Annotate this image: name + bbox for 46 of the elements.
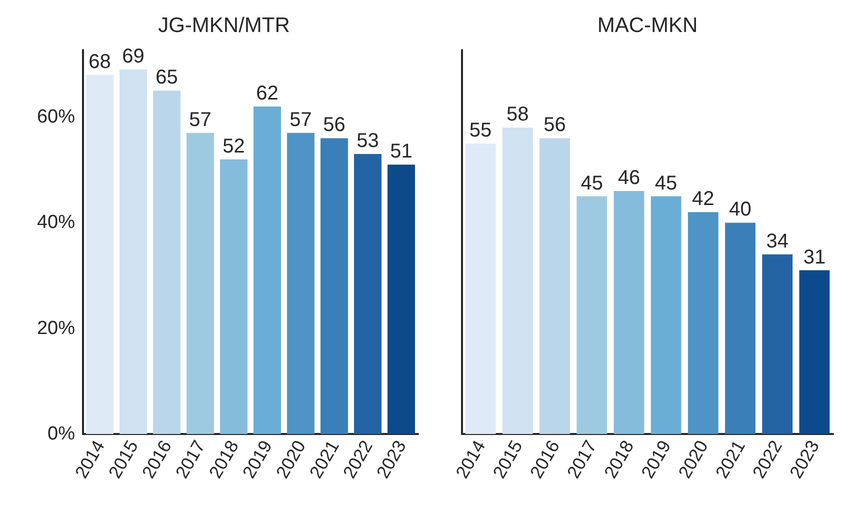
y-tick-label: 0% <box>48 424 76 444</box>
data-label: 65 <box>156 66 178 89</box>
bar <box>614 191 644 434</box>
bar <box>762 254 793 434</box>
data-label: 45 <box>580 172 603 194</box>
data-label: 31 <box>803 246 826 268</box>
data-label: 56 <box>323 114 346 136</box>
data-label: 56 <box>544 114 566 136</box>
bar <box>354 154 382 434</box>
data-label: 68 <box>88 50 111 73</box>
data-label: 58 <box>506 104 529 126</box>
data-label: 45 <box>654 172 678 194</box>
bar <box>650 196 682 434</box>
y-tick-label: 20% <box>36 318 76 339</box>
bar <box>576 196 608 434</box>
bar <box>220 159 248 434</box>
data-label: 51 <box>390 140 412 163</box>
bar <box>287 132 314 434</box>
bar <box>153 90 180 434</box>
data-label: 57 <box>189 108 212 131</box>
bar <box>320 138 348 434</box>
data-label: 34 <box>766 230 788 252</box>
bar <box>725 222 756 434</box>
data-label: 57 <box>290 108 312 131</box>
y-tick-label: 60% <box>36 106 76 128</box>
y-tick-label: 40% <box>36 212 76 234</box>
data-label: 42 <box>692 188 714 210</box>
chart-title: MAC-MKN <box>597 14 698 37</box>
data-label: 53 <box>356 130 379 152</box>
bar <box>799 270 830 434</box>
bar <box>465 143 496 434</box>
bar <box>186 132 214 434</box>
bar <box>254 106 281 434</box>
data-label: 69 <box>122 46 144 68</box>
chart-title: JG-MKN/MTR <box>158 14 290 37</box>
bar <box>388 164 415 434</box>
bar <box>502 128 533 434</box>
bar <box>86 74 114 434</box>
data-label: 55 <box>469 119 492 142</box>
bar <box>120 70 147 434</box>
data-label: 62 <box>256 82 278 105</box>
data-label: 46 <box>618 167 640 190</box>
data-label: 40 <box>729 198 752 221</box>
bar <box>540 138 570 434</box>
bar <box>688 212 718 434</box>
data-label: 52 <box>222 135 245 158</box>
